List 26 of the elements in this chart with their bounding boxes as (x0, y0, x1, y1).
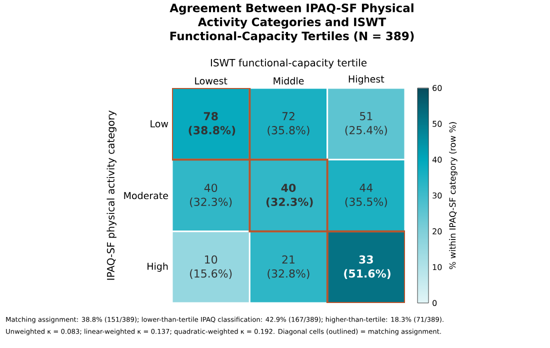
x-tick-label: Highest (348, 75, 384, 84)
y-axis-title: IPAQ-SF physical activity category (106, 110, 116, 280)
x-tick-label: Lowest (195, 77, 228, 84)
y-tick-label: Moderate (124, 192, 168, 200)
data-label: 72 (35.8%) (268, 112, 310, 136)
color-bar-label: 20 (432, 228, 442, 234)
chart-title: Agreement Between IPAQ-SF Physical Activity Categories and ISWT Functional-Capacity Tertiles (N = 389) (170, 3, 414, 43)
data-label: 40 (32.3%) (266, 184, 313, 208)
y-tick-label: Low (150, 120, 168, 128)
data-label: 44 (35.5%) (345, 184, 387, 208)
y-tick-label: High (148, 262, 168, 272)
color-bar-label: 50 (432, 120, 442, 127)
color-bar-label: 0 (432, 300, 437, 306)
color-bar-label: 60 (432, 84, 442, 92)
x-axis-title: ISWT functional-capacity tertile (210, 58, 367, 68)
data-label: 10 (15.6%) (190, 255, 232, 279)
data-label: 33 (51.6%) (344, 255, 390, 279)
data-label: 51 (25.4%) (345, 112, 387, 136)
color-bar-label: 40 (432, 156, 442, 163)
data-label: 40 (32.3%) (190, 184, 232, 208)
data-label: 78 (38.8%) (188, 112, 236, 136)
color-bar-label: 30 (432, 192, 442, 199)
data-label: 21 (32.8%) (268, 255, 310, 279)
x-tick-label: Middle (274, 77, 304, 84)
color-bar-title: % within IPAQ-SF category (row %) (449, 122, 458, 270)
color-bar-label: 10 (432, 264, 442, 270)
